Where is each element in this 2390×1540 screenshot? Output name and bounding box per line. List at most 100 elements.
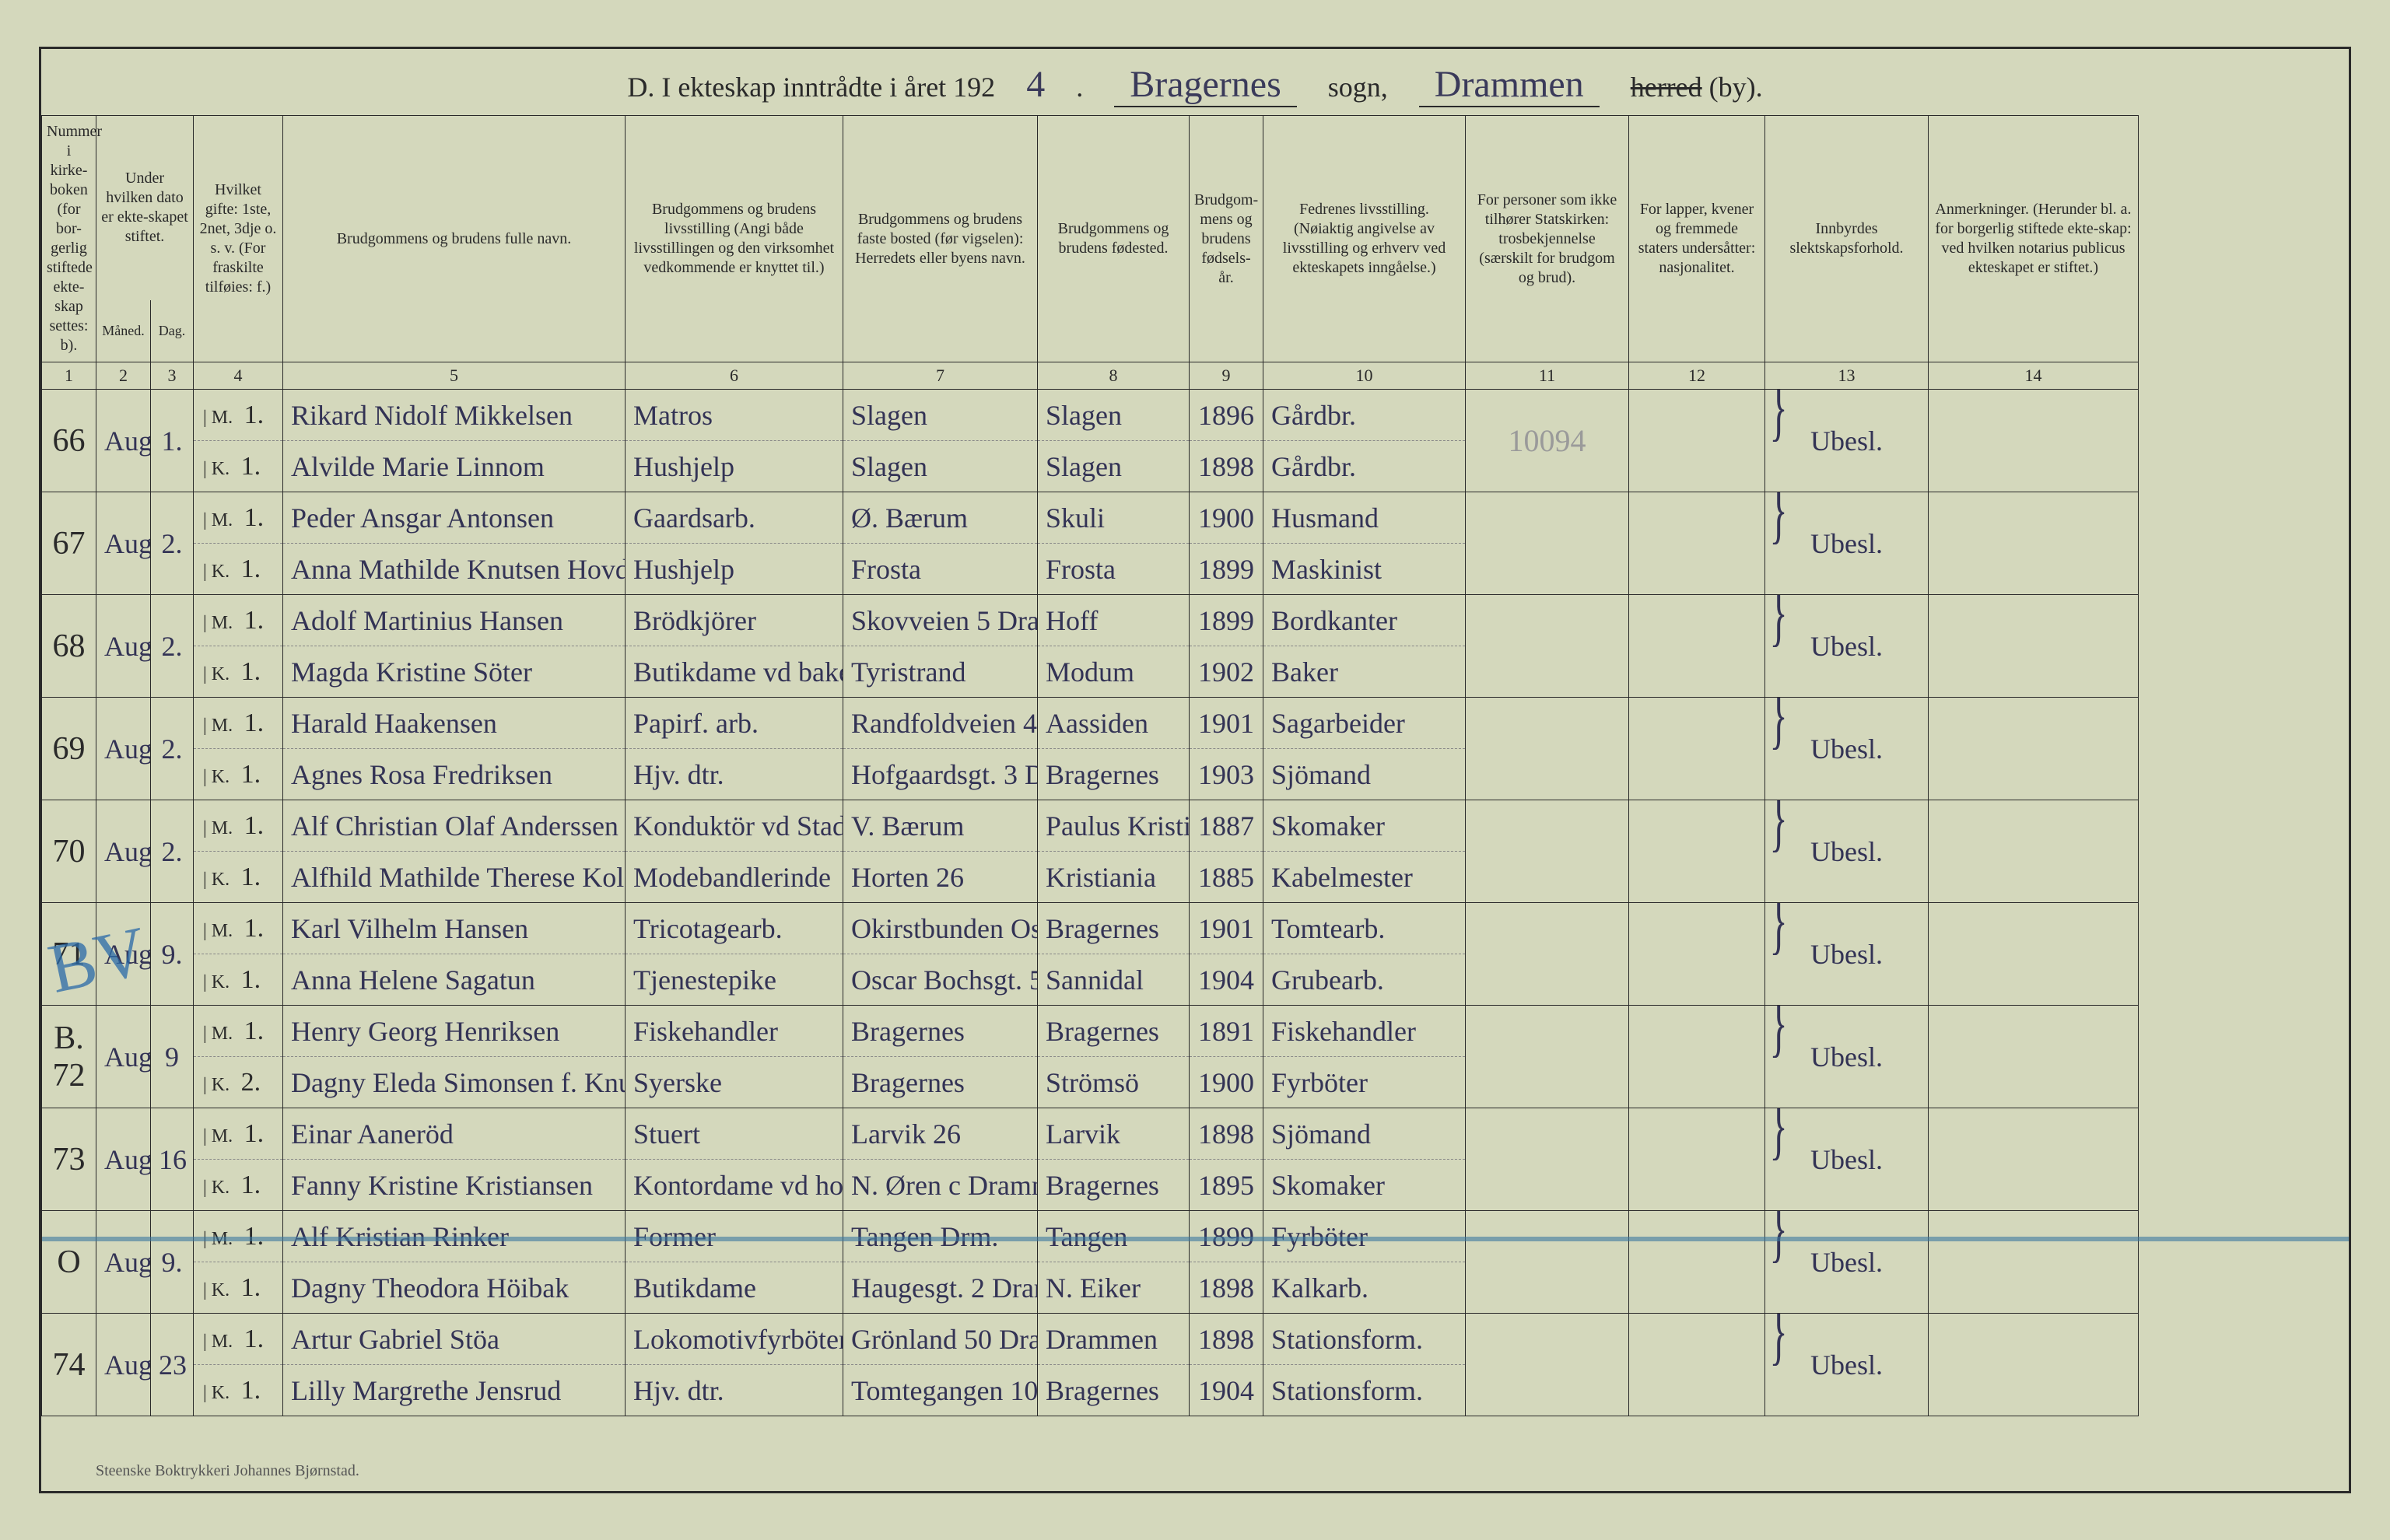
bride-birthplace: Modum: [1038, 646, 1190, 698]
bride-residence: Haugesgt. 2 Drammen: [843, 1262, 1038, 1314]
groom-birthyear: 1899: [1190, 1211, 1263, 1262]
bride-residence: Horten 26: [843, 852, 1038, 903]
table-body: 66Aug.1.| M. 1.Rikard Nidolf MikkelsenMa…: [42, 390, 2349, 1416]
groom-residence: Okirstbunden Oscar Bochsgt 5: [843, 903, 1038, 954]
entry-number: O: [42, 1211, 96, 1314]
bride-father-occ: Skomaker: [1263, 1160, 1466, 1211]
entry-day: 9: [151, 1006, 194, 1108]
groom-occupation: Papirf. arb.: [626, 698, 843, 749]
entry-row-groom: 74Aug.23| M. 1.Artur Gabriel StöaLokomot…: [42, 1314, 2349, 1365]
title-prefix: D. I ekteskap inntrådte i året 192: [627, 71, 995, 103]
entry-number: 74: [42, 1314, 96, 1416]
entry-row-groom: 66Aug.1.| M. 1.Rikard Nidolf MikkelsenMa…: [42, 390, 2349, 441]
kinship-cell: Ubesl.: [1765, 595, 1929, 698]
marriage-ord-bride: | K. 1.: [194, 1160, 283, 1211]
entry-month: Aug.: [96, 390, 151, 492]
entry-number: 73: [42, 1108, 96, 1211]
entry-day: 2.: [151, 800, 194, 903]
groom-birthyear: 1898: [1190, 1108, 1263, 1160]
bride-name: Alvilde Marie Linnom: [283, 441, 626, 492]
col-header-9: Brudgom-mens og brudens fødsels-år.: [1190, 116, 1263, 362]
entry-row-groom: 68Aug.2.| M. 1.Adolf Martinius HansenBrö…: [42, 595, 2349, 646]
bride-occupation: Butikdame vd bakerbutik: [626, 646, 843, 698]
bride-residence: Slagen: [843, 441, 1038, 492]
groom-residence: Grönland 50 Drammen: [843, 1314, 1038, 1365]
groom-birthplace: Hoff: [1038, 595, 1190, 646]
groom-birthyear: 1887: [1190, 800, 1263, 852]
entry-day: 2.: [151, 698, 194, 800]
col-header-5: Brudgommens og brudens fulle navn.: [283, 116, 626, 362]
bride-residence: N. Øren c Drammen: [843, 1160, 1038, 1211]
bride-father-occ: Grubearb.: [1263, 954, 1466, 1006]
groom-birthyear: 1899: [1190, 595, 1263, 646]
bride-father-occ: Fyrböter: [1263, 1057, 1466, 1108]
colnum: 4: [194, 362, 283, 390]
bride-father-occ: Kabelmester: [1263, 852, 1466, 903]
col12-cell: [1629, 595, 1765, 698]
marriage-ord-groom: | M. 1.: [194, 1108, 283, 1160]
bride-father-occ: Baker: [1263, 646, 1466, 698]
groom-name: Henry Georg Henriksen: [283, 1006, 626, 1057]
remarks-cell: [1929, 595, 2139, 698]
entry-day: 1.: [151, 390, 194, 492]
groom-name: Harald Haakensen: [283, 698, 626, 749]
groom-residence: Bragernes: [843, 1006, 1038, 1057]
marriage-ord-groom: | M. 1.: [194, 390, 283, 441]
groom-father-occ: Gårdbr.: [1263, 390, 1466, 441]
colnum: 13: [1765, 362, 1929, 390]
marriage-ord-bride: | K. 1.: [194, 646, 283, 698]
bride-birthyear: 1899: [1190, 544, 1263, 595]
by-label: (by).: [1709, 72, 1763, 103]
col-header-8: Brudgommens og brudens fødested.: [1038, 116, 1190, 362]
col-header-2-top: Under hvilken dato er ekte-skapet stifte…: [96, 116, 194, 300]
groom-name: Alf Kristian Rinker: [283, 1211, 626, 1262]
groom-name: Einar Aaneröd: [283, 1108, 626, 1160]
bride-residence: Oscar Bochsgt. 5 her: [843, 954, 1038, 1006]
bride-occupation: Syerske: [626, 1057, 843, 1108]
bride-birthyear: 1885: [1190, 852, 1263, 903]
bride-name: Dagny Eleda Simonsen f. Knudsen: [283, 1057, 626, 1108]
bride-birthplace: Bragernes: [1038, 749, 1190, 800]
remarks-cell: [1929, 903, 2139, 1006]
col12-cell: [1629, 1108, 1765, 1211]
remarks-cell: [1929, 1211, 2139, 1314]
groom-occupation: Konduktör vd Stadsbanene: [626, 800, 843, 852]
entry-month: Aug.: [96, 1211, 151, 1314]
colnum: 1: [42, 362, 96, 390]
bride-residence: Frosta: [843, 544, 1038, 595]
groom-occupation: Former: [626, 1211, 843, 1262]
col-header-2-month: Måned.: [96, 300, 151, 362]
kinship-cell: Ubesl.: [1765, 698, 1929, 800]
col12-cell: [1629, 1006, 1765, 1108]
bride-name: Lilly Margrethe Jensrud: [283, 1365, 626, 1416]
bride-name: Anna Helene Sagatun: [283, 954, 626, 1006]
bride-birthplace: Slagen: [1038, 441, 1190, 492]
bride-birthyear: 1903: [1190, 749, 1263, 800]
col12-cell: [1629, 390, 1765, 492]
groom-birthyear: 1898: [1190, 1314, 1263, 1365]
groom-father-occ: Sjömand: [1263, 1108, 1466, 1160]
entry-day: 9.: [151, 1211, 194, 1314]
marriage-ord-bride: | K. 1.: [194, 1365, 283, 1416]
kinship-cell: Ubesl.: [1765, 1211, 1929, 1314]
bride-occupation: Hjv. dtr.: [626, 1365, 843, 1416]
groom-birthyear: 1901: [1190, 698, 1263, 749]
bride-birthyear: 1895: [1190, 1160, 1263, 1211]
entry-number: B. 72: [42, 1006, 96, 1108]
marriage-ord-bride: | K. 1.: [194, 441, 283, 492]
col12-cell: [1629, 492, 1765, 595]
marriage-ord-bride: | K. 1.: [194, 749, 283, 800]
groom-residence: Larvik 26: [843, 1108, 1038, 1160]
bride-father-occ: Maskinist: [1263, 544, 1466, 595]
groom-occupation: Brödkjörer: [626, 595, 843, 646]
marriage-ord-groom: | M. 1.: [194, 492, 283, 544]
colnum: 14: [1929, 362, 2139, 390]
bride-birthyear: 1902: [1190, 646, 1263, 698]
entry-row-groom: OAug.9.| M. 1.Alf Kristian RinkerFormerT…: [42, 1211, 2349, 1262]
groom-father-occ: Stationsform.: [1263, 1314, 1466, 1365]
groom-occupation: Stuert: [626, 1108, 843, 1160]
kinship-cell: Ubesl.: [1765, 903, 1929, 1006]
groom-occupation: Tricotagearb.: [626, 903, 843, 954]
groom-residence: V. Bærum: [843, 800, 1038, 852]
col-header-1: Nummer i kirke-boken (for bor-gerlig sti…: [42, 116, 96, 362]
